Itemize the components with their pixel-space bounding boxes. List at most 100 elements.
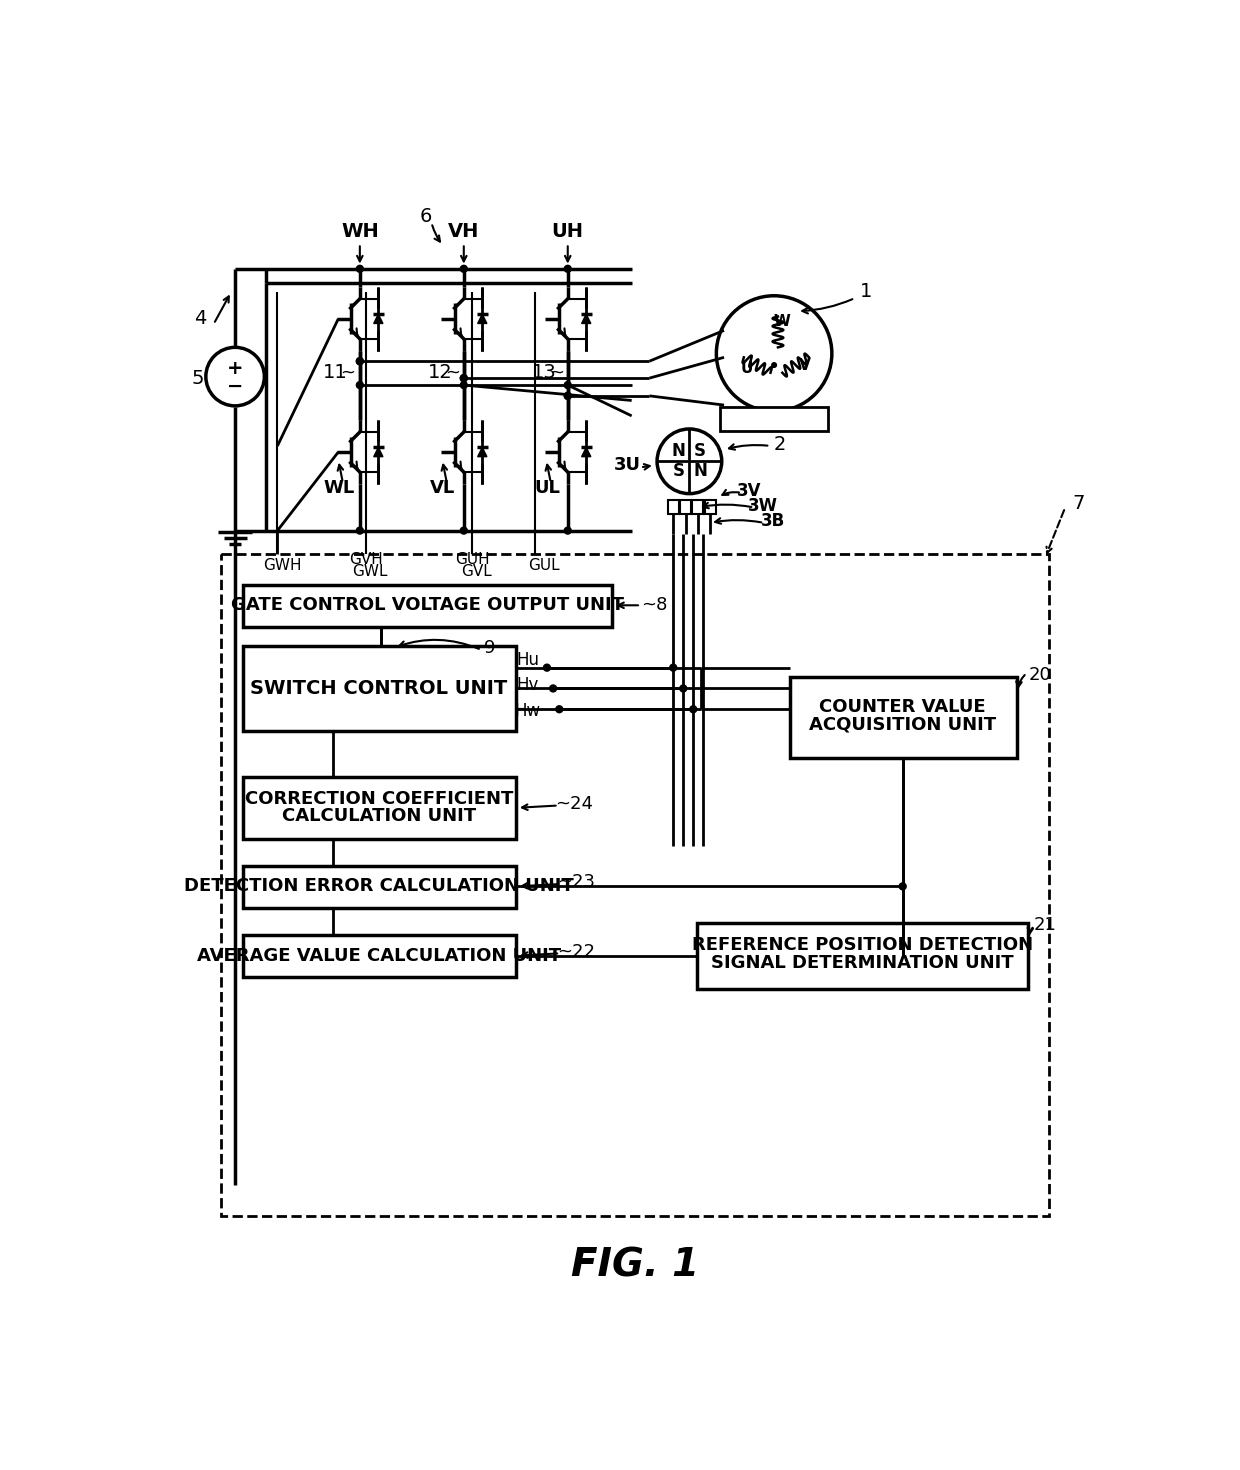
Circle shape bbox=[564, 528, 572, 534]
Text: N: N bbox=[693, 462, 707, 481]
Text: WL: WL bbox=[324, 479, 355, 497]
Text: ~24: ~24 bbox=[556, 795, 593, 813]
Text: Hw: Hw bbox=[515, 701, 541, 720]
Polygon shape bbox=[582, 315, 590, 323]
Bar bbox=[243, 585, 613, 626]
Circle shape bbox=[460, 528, 467, 534]
Polygon shape bbox=[373, 315, 383, 323]
Text: Hu: Hu bbox=[516, 651, 539, 669]
Text: S: S bbox=[694, 442, 707, 460]
Text: +: + bbox=[227, 359, 243, 378]
Polygon shape bbox=[477, 447, 487, 457]
Circle shape bbox=[356, 357, 363, 365]
Text: GATE CONTROL VOLTAGE OUTPUT UNIT: GATE CONTROL VOLTAGE OUTPUT UNIT bbox=[231, 597, 624, 614]
Bar bbox=[243, 778, 516, 838]
Text: SWITCH CONTROL UNIT: SWITCH CONTROL UNIT bbox=[250, 679, 507, 698]
Bar bbox=[221, 554, 1049, 1216]
Bar bbox=[704, 500, 715, 513]
Circle shape bbox=[564, 266, 572, 272]
Text: 3B: 3B bbox=[760, 513, 785, 531]
Text: 12: 12 bbox=[428, 363, 453, 382]
Text: 4: 4 bbox=[195, 309, 207, 328]
Text: CALCULATION UNIT: CALCULATION UNIT bbox=[281, 807, 476, 825]
Text: ~: ~ bbox=[549, 363, 564, 382]
Circle shape bbox=[564, 382, 572, 388]
Circle shape bbox=[543, 664, 551, 672]
Circle shape bbox=[460, 375, 467, 382]
Circle shape bbox=[771, 363, 776, 368]
Circle shape bbox=[899, 883, 906, 889]
Text: 11: 11 bbox=[322, 363, 347, 382]
Circle shape bbox=[206, 347, 264, 406]
Text: UL: UL bbox=[534, 479, 560, 497]
Text: S: S bbox=[672, 462, 684, 481]
Text: 3V: 3V bbox=[738, 482, 761, 500]
Text: 13: 13 bbox=[532, 363, 557, 382]
Text: 21: 21 bbox=[1034, 916, 1056, 933]
Circle shape bbox=[356, 357, 363, 365]
Text: AVERAGE VALUE CALCULATION UNIT: AVERAGE VALUE CALCULATION UNIT bbox=[197, 947, 562, 964]
Bar bbox=[243, 866, 516, 908]
Text: GWL: GWL bbox=[352, 564, 388, 579]
Circle shape bbox=[564, 392, 572, 400]
Text: Hv: Hv bbox=[517, 676, 539, 694]
Text: COUNTER VALUE: COUNTER VALUE bbox=[820, 698, 986, 716]
Text: −: − bbox=[227, 378, 243, 395]
Circle shape bbox=[356, 528, 363, 534]
Circle shape bbox=[460, 382, 467, 388]
Text: UH: UH bbox=[552, 222, 584, 241]
Text: 5: 5 bbox=[192, 369, 205, 388]
Text: VL: VL bbox=[430, 479, 455, 497]
Bar bbox=[243, 647, 516, 731]
Circle shape bbox=[556, 706, 563, 713]
Circle shape bbox=[356, 382, 363, 388]
Circle shape bbox=[657, 429, 722, 494]
Text: SIGNAL DETERMINATION UNIT: SIGNAL DETERMINATION UNIT bbox=[712, 954, 1014, 972]
Text: 7: 7 bbox=[1073, 494, 1085, 513]
Bar bbox=[668, 500, 678, 513]
Text: 3U: 3U bbox=[614, 456, 641, 475]
Text: ~22: ~22 bbox=[557, 942, 595, 961]
Circle shape bbox=[356, 266, 363, 272]
Text: WH: WH bbox=[341, 222, 378, 241]
Text: GVH: GVH bbox=[350, 553, 383, 567]
Text: ~: ~ bbox=[340, 363, 355, 382]
Circle shape bbox=[689, 706, 697, 713]
Text: DETECTION ERROR CALCULATION UNIT: DETECTION ERROR CALCULATION UNIT bbox=[185, 878, 574, 895]
Polygon shape bbox=[373, 447, 383, 457]
Circle shape bbox=[549, 685, 557, 692]
Circle shape bbox=[717, 295, 832, 412]
Text: GVL: GVL bbox=[461, 564, 492, 579]
Text: N: N bbox=[672, 442, 686, 460]
Polygon shape bbox=[582, 447, 590, 457]
Text: W: W bbox=[774, 313, 790, 329]
Polygon shape bbox=[477, 315, 487, 323]
Text: 1: 1 bbox=[861, 282, 873, 301]
Text: GWH: GWH bbox=[264, 557, 303, 573]
Circle shape bbox=[564, 392, 572, 400]
Circle shape bbox=[670, 664, 677, 672]
Text: ~: ~ bbox=[445, 363, 460, 382]
Text: ~23: ~23 bbox=[557, 873, 595, 891]
Text: ~8: ~8 bbox=[641, 597, 668, 614]
Text: FIG. 1: FIG. 1 bbox=[572, 1247, 699, 1285]
Bar bbox=[790, 676, 1017, 757]
Bar bbox=[697, 923, 1028, 989]
Circle shape bbox=[460, 375, 467, 382]
Text: VH: VH bbox=[448, 222, 480, 241]
Text: 9: 9 bbox=[484, 639, 495, 657]
Text: 3W: 3W bbox=[748, 497, 777, 514]
Circle shape bbox=[680, 685, 687, 692]
Text: 6: 6 bbox=[420, 207, 433, 226]
Text: REFERENCE POSITION DETECTION: REFERENCE POSITION DETECTION bbox=[692, 936, 1033, 954]
Bar bbox=[243, 935, 516, 978]
Text: 20: 20 bbox=[1028, 666, 1052, 685]
Text: ACQUISITION UNIT: ACQUISITION UNIT bbox=[810, 716, 996, 734]
Text: GUH: GUH bbox=[455, 553, 490, 567]
Text: GUL: GUL bbox=[528, 557, 559, 573]
Text: V: V bbox=[799, 357, 811, 372]
Text: 2: 2 bbox=[774, 435, 786, 454]
Text: CORRECTION COEFFICIENT: CORRECTION COEFFICIENT bbox=[246, 789, 513, 807]
Text: U: U bbox=[742, 362, 754, 376]
Bar bbox=[681, 500, 691, 513]
